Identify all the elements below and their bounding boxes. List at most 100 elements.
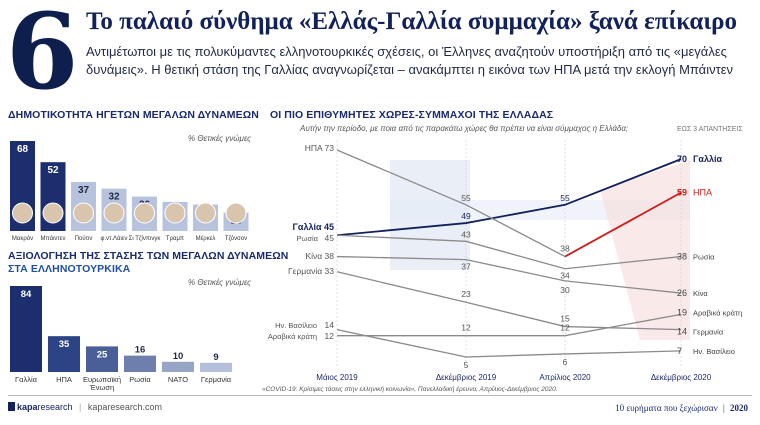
leader-portrait-icon-0: [12, 202, 33, 224]
stance-value-label-2: 25: [97, 349, 108, 360]
leader-category-label-2: Πούτιν: [75, 236, 93, 242]
stance-category-label-3: Ρωσία: [129, 375, 151, 384]
subtitle-line-1: Αντιμέτωποι με τις πολυκύμαντες ελληνοτο…: [86, 44, 727, 59]
series-value-label-κίνα-1: 37: [461, 262, 471, 272]
series-line-ρωσία: [336, 234, 682, 270]
leader-category-label-6: Μέρκελ: [196, 235, 216, 242]
leader-portrait-icon-2: [73, 202, 94, 224]
series-value-label-γερμανία-1: 23: [461, 289, 471, 299]
start-label-uk: Ην. Βασίλειο: [275, 321, 317, 330]
allies-line-chart: Μάιος 2019 Δεκέμβριος 2019 Απρίλιος 2020 Δε…: [268, 140, 742, 382]
leader-value-label-3: 32: [108, 192, 120, 203]
leader-portrait-icon-5: [164, 202, 186, 224]
stance-category-label-5: Γερμανία: [201, 375, 232, 384]
allies-chart-note: ΕΩΣ 3 ΑΠΑΝΤΗΣΕΙΣ: [677, 126, 743, 133]
series-line-ηπα-recent: [564, 191, 682, 258]
brand-research: research: [37, 402, 73, 412]
series-value-label-γερμανία-2: 15: [560, 314, 570, 324]
stance-value-label-3: 16: [135, 345, 146, 356]
stance-chart-title: ΑΞΙΟΛΟΓΗΣΗ ΤΗΣ ΣΤΑΣΗΣ ΤΩΝ ΜΕΓΑΛΩΝ ΔΥΝΑΜΕ…: [8, 250, 289, 262]
start-label-russia: Ρωσία: [297, 234, 319, 243]
brand-kapa: kapa: [17, 402, 38, 412]
stance-category-label-2-b: Ένωση: [89, 383, 114, 392]
leaders-bar-chart: 68Μακρόν52Μπάιντεν37Πούτιν32φ.ντ.Λάιεν26…: [10, 141, 249, 242]
start-label-usa: ΗΠΑ 73: [305, 143, 335, 153]
stance-chart-note: % Θετικές γνώμες: [188, 278, 252, 287]
leader-portrait-icon-3: [103, 202, 125, 224]
series-end-name-γαλλία: Γαλλία: [693, 154, 722, 164]
stance-bar-3: [124, 355, 156, 372]
series-end-value-κίνα: 26: [677, 288, 687, 298]
leader-portrait-icon-1: [42, 202, 64, 224]
allies-chart-source: «COVID-19: Κρίσιμες τάσεις στην ελληνική…: [262, 386, 558, 393]
footer-divider: [8, 395, 752, 396]
leader-category-label-3: φ.ντ.Λάιεν: [100, 235, 127, 242]
series-value-label-ην-βασίλειο-1: 5: [464, 360, 469, 370]
stance-value-label-4: 10: [173, 351, 184, 362]
stance-bar-4: [162, 361, 194, 372]
leader-category-label-7: Τζόνσον: [225, 235, 247, 242]
series-line-γερμανία: [336, 271, 682, 331]
series-line-ην-βασίλειο: [336, 328, 682, 358]
series-value-label-ην-βασίλειο-2: 6: [563, 357, 568, 367]
start-label-russia-value: 45: [325, 233, 335, 243]
start-label-china: Κίνα 38: [305, 251, 334, 261]
footer-year: 2020: [730, 403, 748, 413]
stance-value-label-1: 35: [59, 339, 70, 350]
series-line-κίνα: [336, 255, 682, 294]
series-line-γαλλία: [336, 158, 682, 237]
series-end-value-ηπα: 59: [677, 188, 687, 198]
start-label-germany: Γερμανία 33: [288, 266, 334, 276]
leader-value-label-0: 68: [17, 144, 29, 155]
stance-bar-5: [200, 362, 232, 372]
leaders-chart-note: % Θετικές γνώμες: [188, 134, 252, 143]
series-end-value-γερμανία: 14: [677, 327, 687, 337]
stance-chart-title-2: ΣΤΑ ΕΛΛΗΝΟΤΟΥΡΚΙΚΑ: [8, 263, 131, 275]
leader-category-label-4: Σι Τζίνπινγκ: [129, 236, 162, 242]
stance-category-label-2: Ευρωπαϊκή: [83, 375, 121, 384]
series-end-name-γερμανία: Γερμανία: [693, 328, 724, 337]
x-tick-label-1: Δεκέμβριος 2019: [436, 373, 497, 382]
series-end-value-ην-βασίλειο: 7: [677, 346, 682, 356]
leader-value-label-1: 52: [47, 165, 59, 176]
footer-right-text: 10 ευρήματα που ξεχώρισαν: [615, 403, 718, 413]
footer-right: 10 ευρήματα που ξεχώρισαν | 2020: [615, 403, 748, 413]
series-end-value-αραβικά-κράτη: 19: [677, 307, 687, 317]
stance-bar-1: [48, 336, 80, 372]
series-end-name-αραβικά-κράτη: Αραβικά κράτη: [693, 308, 742, 317]
stance-category-label-0: Γαλλία: [15, 375, 38, 384]
leaders-chart-title: ΔΗΜΟΤΙΚΟΤΗΤΑ ΗΓΕΤΩΝ ΜΕΓΑΛΩΝ ΔΥΝΑΜΕΩΝ: [8, 109, 259, 121]
leader-portrait-icon-6: [195, 202, 216, 224]
footer-url[interactable]: kaparesearch.com: [87, 402, 162, 412]
start-label-arab-value: 12: [325, 331, 335, 341]
series-value-label-ρωσία-2: 34: [560, 271, 570, 281]
flag-usa-background: [600, 160, 690, 340]
section-number: 6: [6, 0, 79, 113]
series-line-ηπα: [336, 149, 566, 258]
x-tick-label-0: Μάιος 2019: [316, 373, 358, 382]
allies-chart-question: Αυτήν την περίοδο, με ποια από τις παρακ…: [300, 124, 629, 133]
series-value-label-αραβικά-κράτη-1: 12: [461, 323, 471, 333]
start-label-arab: Αραβικά κράτη: [268, 332, 317, 341]
start-label-uk-value: 14: [325, 320, 335, 330]
series-value-label-ρωσία-1: 43: [461, 229, 471, 239]
stance-bar-0: [10, 286, 42, 372]
x-tick-label-3: Δεκέμβριος 2020: [651, 373, 712, 382]
stance-bar-2: [86, 346, 118, 372]
leader-category-label-5: Τραμπ: [166, 236, 184, 242]
series-value-label-ηπα-2: 38: [560, 244, 570, 254]
brand-logo-icon: [8, 402, 15, 411]
page-title: Το παλαιό σύνθημα «Ελλάς-Γαλλία συμμαχία…: [86, 8, 737, 35]
stance-category-label-1: ΗΠΑ: [56, 375, 72, 384]
series-end-value-ρωσία: 38: [677, 252, 687, 262]
series-line-αραβικά-κράτη: [337, 313, 682, 337]
series-end-name-ην-βασίλειο: Ην. Βασίλειο: [693, 347, 735, 356]
series-value-label-κίνα-2: 30: [560, 285, 570, 295]
series-value-label-ηπα-1: 55: [461, 193, 471, 203]
footer-brand: kaparesearch | kaparesearch.com: [8, 402, 162, 412]
subtitle-line-2: δυνάμεις». Η θετική στάση της Γαλλίας αν…: [86, 62, 734, 77]
stance-category-label-4: ΝΑΤΟ: [168, 375, 188, 384]
series-end-name-ηπα: ΗΠΑ: [693, 188, 712, 198]
stance-value-label-5: 9: [213, 352, 218, 363]
